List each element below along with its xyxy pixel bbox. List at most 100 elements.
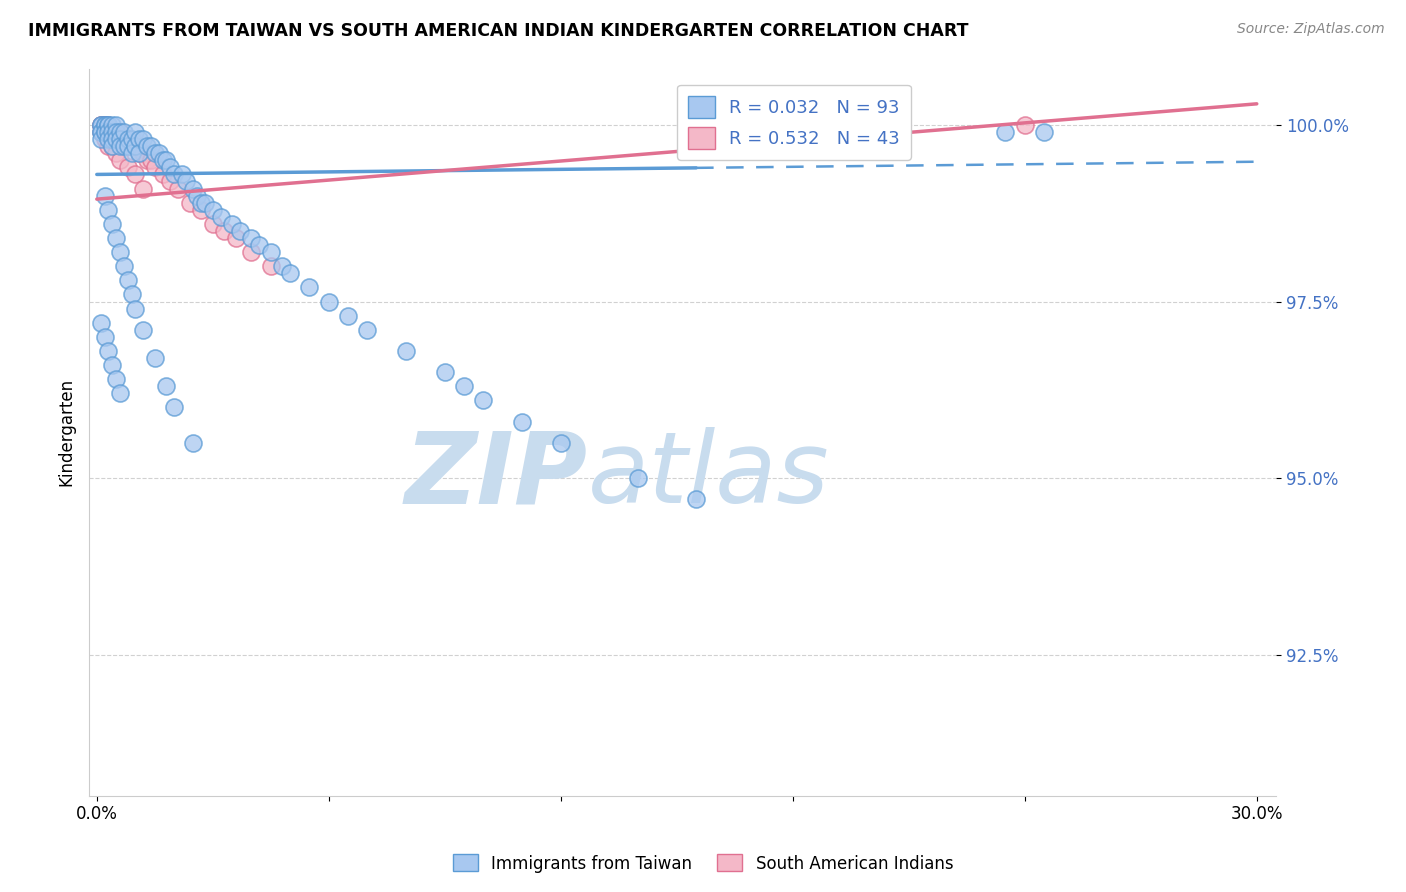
Point xyxy=(139,139,162,153)
Point xyxy=(128,146,150,161)
Point xyxy=(356,323,378,337)
Point xyxy=(121,287,143,301)
Point xyxy=(183,435,205,450)
Point xyxy=(108,139,131,153)
Point xyxy=(101,118,124,132)
Text: atlas: atlas xyxy=(588,427,830,524)
Legend: R = 0.032   N = 93, R = 0.532   N = 43: R = 0.032 N = 93, R = 0.532 N = 43 xyxy=(678,85,911,160)
Point xyxy=(453,379,475,393)
Point xyxy=(108,132,131,146)
Point xyxy=(93,330,115,344)
Point xyxy=(159,174,181,188)
Point xyxy=(97,125,120,139)
Point xyxy=(190,202,212,217)
Point xyxy=(627,471,650,485)
Point xyxy=(260,259,283,273)
Point xyxy=(152,168,174,182)
Point xyxy=(101,125,124,139)
Point xyxy=(260,245,283,260)
Point xyxy=(174,174,197,188)
Point xyxy=(90,316,112,330)
Point xyxy=(247,238,270,252)
Point xyxy=(105,125,128,139)
Point xyxy=(90,125,112,139)
Point xyxy=(318,294,340,309)
Point xyxy=(90,118,112,132)
Point xyxy=(221,217,243,231)
Point xyxy=(112,125,135,139)
Point xyxy=(124,168,146,182)
Point xyxy=(97,132,120,146)
Point xyxy=(395,343,418,358)
Point xyxy=(93,132,115,146)
Point xyxy=(163,401,186,415)
Point xyxy=(108,132,131,146)
Point xyxy=(105,125,128,139)
Point xyxy=(108,125,131,139)
Point xyxy=(93,118,115,132)
Point xyxy=(93,118,115,132)
Point xyxy=(121,139,143,153)
Point xyxy=(101,139,124,153)
Point xyxy=(152,153,174,168)
Point xyxy=(143,161,166,175)
Point xyxy=(685,492,707,507)
Point xyxy=(190,195,212,210)
Point xyxy=(90,125,112,139)
Text: ZIP: ZIP xyxy=(405,427,588,524)
Point xyxy=(117,273,139,287)
Point xyxy=(128,132,150,146)
Point xyxy=(97,343,120,358)
Point xyxy=(90,118,112,132)
Point xyxy=(108,153,131,168)
Point xyxy=(97,125,120,139)
Point xyxy=(143,351,166,365)
Point xyxy=(101,139,124,153)
Point xyxy=(143,146,166,161)
Point xyxy=(121,132,143,146)
Point xyxy=(132,132,155,146)
Point xyxy=(105,231,128,245)
Point xyxy=(117,132,139,146)
Point xyxy=(124,301,146,316)
Point xyxy=(105,132,128,146)
Point xyxy=(132,323,155,337)
Point xyxy=(1033,125,1056,139)
Point xyxy=(240,231,263,245)
Point xyxy=(148,146,170,161)
Point xyxy=(112,259,135,273)
Point xyxy=(93,118,115,132)
Point xyxy=(108,386,131,401)
Point xyxy=(214,224,236,238)
Point xyxy=(155,379,177,393)
Point xyxy=(132,146,155,161)
Point xyxy=(240,245,263,260)
Point xyxy=(167,181,190,195)
Point xyxy=(97,118,120,132)
Point xyxy=(159,161,181,175)
Point xyxy=(117,139,139,153)
Point xyxy=(90,132,112,146)
Point xyxy=(112,132,135,146)
Point xyxy=(105,372,128,386)
Point xyxy=(179,195,201,210)
Point xyxy=(298,280,321,294)
Point xyxy=(194,195,217,210)
Point xyxy=(136,139,159,153)
Point xyxy=(97,118,120,132)
Point xyxy=(337,309,360,323)
Point xyxy=(93,118,115,132)
Point xyxy=(108,125,131,139)
Point xyxy=(170,168,193,182)
Point xyxy=(101,125,124,139)
Point xyxy=(93,125,115,139)
Point xyxy=(278,266,301,280)
Point xyxy=(139,153,162,168)
Point xyxy=(90,125,112,139)
Point xyxy=(97,202,120,217)
Point xyxy=(101,132,124,146)
Point xyxy=(994,125,1017,139)
Point xyxy=(90,118,112,132)
Point xyxy=(229,224,252,238)
Text: IMMIGRANTS FROM TAIWAN VS SOUTH AMERICAN INDIAN KINDERGARTEN CORRELATION CHART: IMMIGRANTS FROM TAIWAN VS SOUTH AMERICAN… xyxy=(28,22,969,40)
